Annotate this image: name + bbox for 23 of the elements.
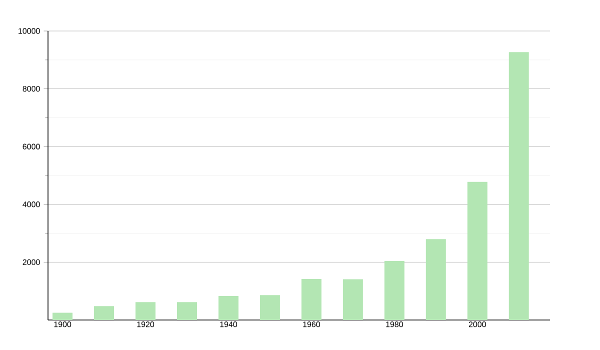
y-tick-label: 2000 xyxy=(22,259,40,266)
bar xyxy=(176,302,197,320)
x-tick-label: 1960 xyxy=(303,322,320,328)
bar xyxy=(260,295,280,320)
bar xyxy=(218,296,238,320)
x-tick-label: 1980 xyxy=(386,322,404,328)
x-tick-label: 1920 xyxy=(137,322,154,328)
bar xyxy=(94,306,114,320)
x-tick-label: 1940 xyxy=(220,322,238,328)
bar xyxy=(52,312,73,320)
bar xyxy=(301,278,322,320)
y-tick-label: 10000 xyxy=(18,28,40,34)
bar xyxy=(426,239,446,320)
bar xyxy=(342,279,363,320)
bar xyxy=(467,182,488,320)
x-tick-label: 2000 xyxy=(468,322,486,328)
y-tick-label: 8000 xyxy=(22,86,40,92)
y-tick-label: 6000 xyxy=(22,144,40,150)
x-tick-label: 1900 xyxy=(54,322,72,328)
bar xyxy=(136,302,156,320)
y-tick-label: 4000 xyxy=(22,202,40,208)
bar xyxy=(508,52,529,320)
bar xyxy=(384,261,404,320)
